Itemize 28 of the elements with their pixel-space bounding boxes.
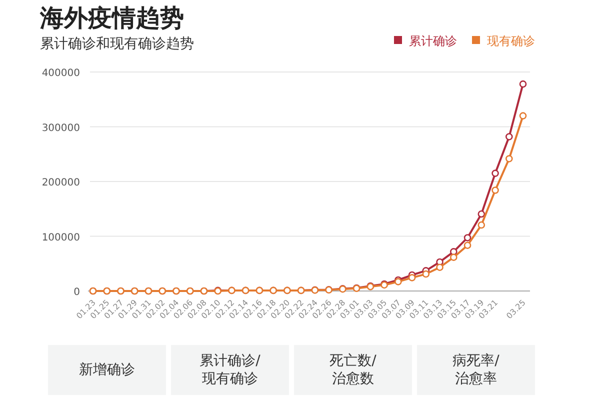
text: 新增确诊: [79, 361, 135, 379]
point: [492, 170, 499, 177]
point: [464, 242, 472, 249]
y-tick-label: 400000: [42, 68, 80, 79]
y-tick-label: 300000: [42, 122, 80, 134]
point: [408, 274, 416, 282]
legend-label: 累计确诊: [409, 34, 457, 48]
point: [492, 186, 499, 194]
text: 病死率/治愈率: [452, 352, 500, 388]
point: [478, 221, 486, 229]
point: [519, 112, 527, 120]
chart-subtitle: 累计确诊和现有确诊趋势: [40, 36, 194, 52]
point: [505, 155, 513, 162]
legend-label: 现有确诊: [487, 34, 535, 48]
text: 死亡数/治愈数: [330, 352, 376, 388]
chart-title: 海外疫情趋势: [39, 4, 184, 32]
point: [464, 234, 472, 242]
y-tick-label: 200000: [42, 178, 80, 188]
point: [478, 210, 486, 218]
point: [450, 254, 458, 261]
y-tick-label: 0: [74, 287, 80, 298]
point: [436, 264, 444, 271]
point: [519, 80, 527, 88]
point: [450, 248, 458, 256]
point: [505, 133, 513, 140]
text: 累计确诊/现有确诊: [200, 352, 260, 388]
point: [422, 270, 430, 278]
y-tick-label: 100000: [42, 232, 80, 244]
